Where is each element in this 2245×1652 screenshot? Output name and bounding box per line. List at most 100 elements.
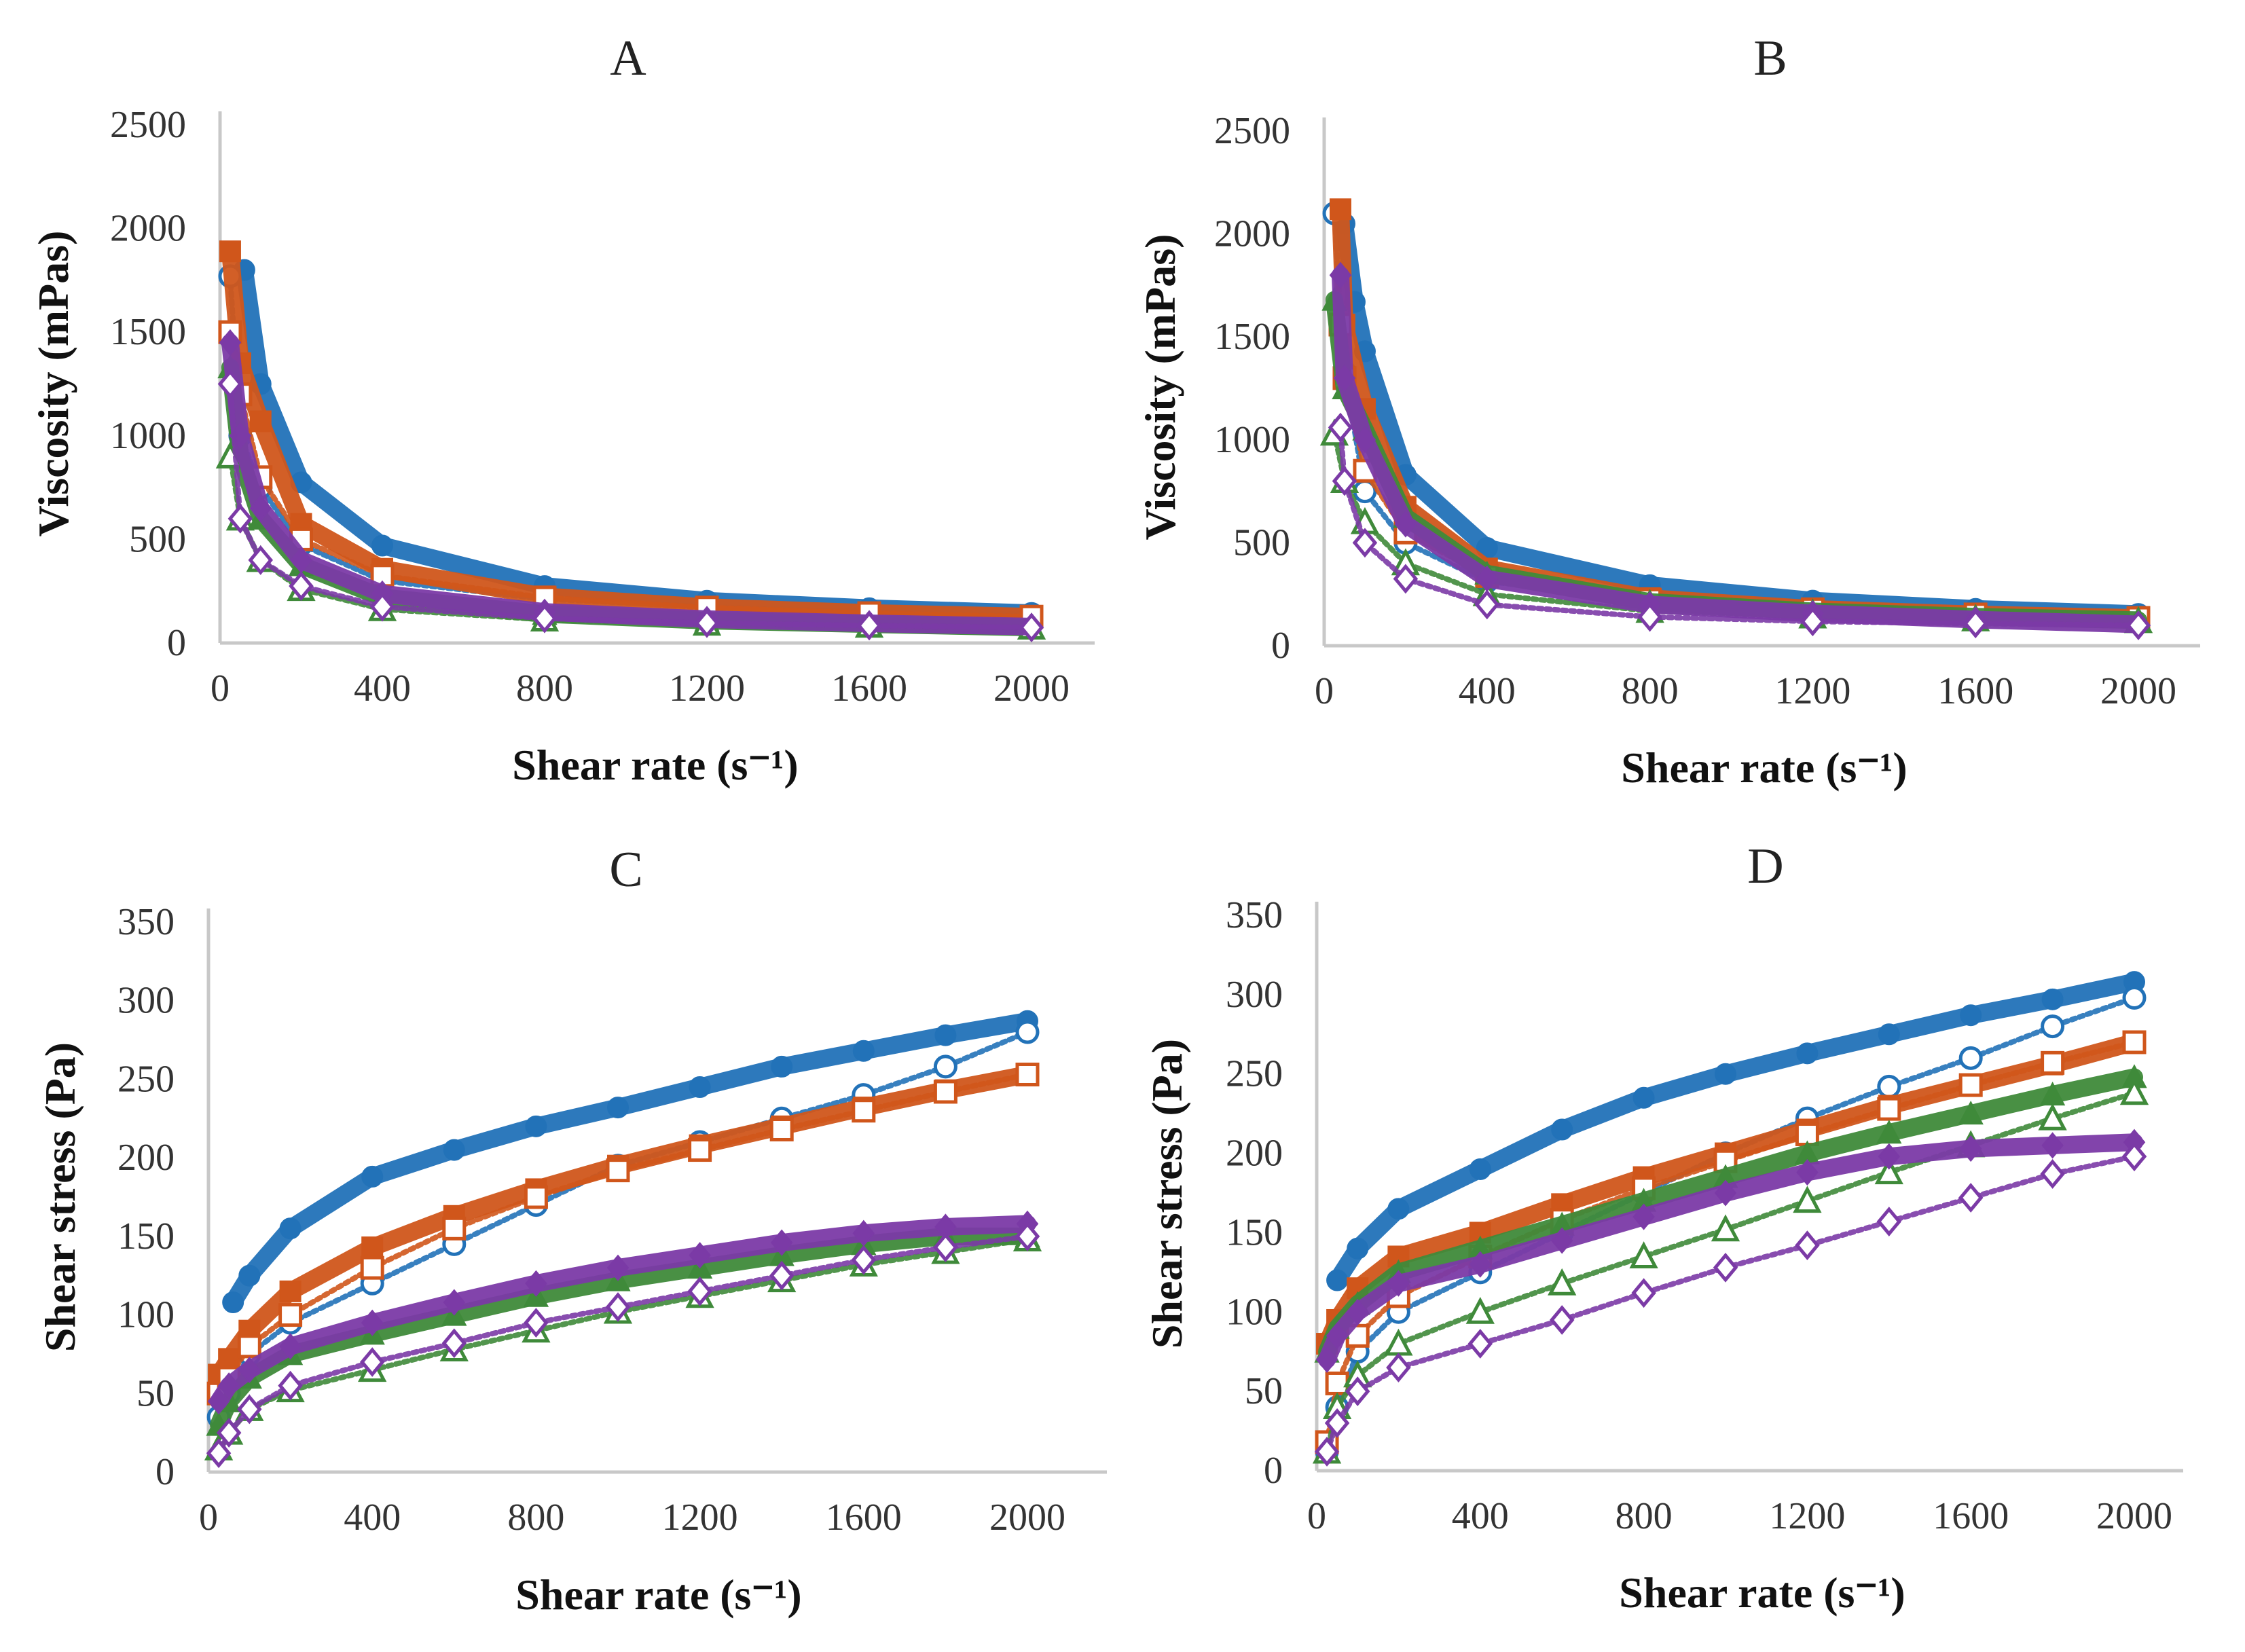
data-point-square	[852, 1099, 876, 1123]
y-tick-label: 250	[117, 1058, 175, 1100]
x-tick-label: 0	[211, 667, 230, 710]
data-point-circle	[1326, 1269, 1349, 1291]
y-tick-label: 100	[117, 1294, 175, 1336]
data-point-diamond	[532, 603, 558, 634]
y-tick-label: 1000	[1214, 419, 1290, 461]
x-tick-label: 0	[1307, 1495, 1326, 1537]
data-point-triangle	[1711, 1214, 1740, 1242]
y-tick-label: 200	[117, 1137, 175, 1179]
data-point-circle	[1387, 1198, 1410, 1220]
panel-title: B	[1753, 31, 1787, 86]
data-point-diamond	[1386, 1353, 1411, 1382]
data-point-diamond	[1328, 412, 1353, 443]
data-point-triangle	[1465, 1296, 1495, 1324]
data-point-diamond	[359, 1347, 385, 1377]
x-tick-label: 400	[1459, 670, 1516, 712]
data-point-diamond	[1326, 1322, 1349, 1349]
y-tick-label: 1000	[110, 415, 186, 457]
data-point-circle	[222, 1291, 244, 1314]
data-point-diamond	[217, 1372, 240, 1399]
data-point-diamond	[441, 1328, 467, 1359]
series-diamond-filled	[1315, 1128, 2146, 1373]
data-point-circle	[525, 1115, 547, 1137]
panel-title: C	[609, 842, 642, 898]
data-point-diamond	[687, 1276, 712, 1306]
data-point-diamond	[1314, 1437, 1340, 1467]
data-point-diamond	[1632, 1203, 1655, 1230]
data-point-diamond	[605, 1292, 631, 1322]
x-tick-label: 1600	[826, 1497, 902, 1539]
data-point-diamond	[1876, 1207, 1902, 1236]
y-tick-label: 2500	[1214, 110, 1290, 152]
data-point-diamond	[1878, 1143, 1901, 1170]
x-tick-label: 1200	[1774, 670, 1850, 712]
y-tick-label: 300	[1226, 974, 1283, 1016]
panel-d: D Shear rate (s⁻¹) Shear stress (Pa) 0 40…	[1143, 839, 2183, 1617]
data-point-diamond	[524, 1308, 549, 1338]
data-point-circle	[2122, 986, 2147, 1010]
data-point-diamond	[770, 1229, 793, 1256]
data-point-diamond	[248, 545, 274, 575]
y-tick-label: 500	[1233, 521, 1290, 564]
data-point-diamond	[1550, 1227, 1573, 1254]
data-point-circle	[1958, 1046, 1983, 1070]
data-point-diamond	[1958, 1183, 1984, 1213]
data-point-square	[606, 1158, 630, 1183]
x-tick-label: 1200	[1769, 1495, 1845, 1537]
x-tick-label: 800	[507, 1497, 564, 1539]
data-point-triangle	[2119, 1078, 2149, 1105]
data-point-diamond	[289, 571, 314, 601]
series-triangle-filled	[1314, 1064, 2147, 1363]
data-point-square	[1958, 1073, 1983, 1097]
data-point-diamond	[207, 1388, 230, 1415]
x-tick-label: 1200	[669, 667, 745, 710]
data-point-diamond	[1637, 602, 1662, 632]
data-point-square	[524, 1185, 548, 1209]
y-axis-label: Viscosity (mPas)	[1136, 234, 1184, 540]
data-point-diamond	[361, 1309, 384, 1336]
y-tick-label: 50	[136, 1372, 175, 1414]
data-point-diamond	[278, 1370, 303, 1401]
data-point-diamond	[1345, 1376, 1370, 1407]
y-tick-label: 150	[1226, 1211, 1283, 1253]
data-point-square	[1329, 198, 1351, 221]
data-point-diamond	[689, 1242, 711, 1269]
series-line	[1331, 266, 2147, 634]
y-tick-label: 250	[1226, 1053, 1283, 1095]
data-point-diamond	[1315, 1346, 1338, 1373]
x-tick-label: 0	[1315, 670, 1334, 712]
y-tick-label: 150	[117, 1215, 175, 1258]
data-point-diamond	[216, 1418, 242, 1448]
panel-title: D	[1747, 839, 1783, 894]
data-point-square	[361, 1236, 384, 1259]
data-point-square	[933, 1080, 957, 1104]
data-point-square	[1325, 1371, 1349, 1395]
x-tick-label: 1600	[1937, 670, 2013, 712]
data-point-diamond	[1015, 1221, 1040, 1251]
y-tick-label: 350	[117, 901, 175, 943]
data-point-diamond	[1352, 528, 1378, 558]
data-point-diamond	[856, 610, 882, 641]
data-point-circle	[607, 1097, 629, 1119]
series-line	[1325, 291, 2147, 629]
data-point-circle	[279, 1217, 302, 1240]
data-point-diamond	[694, 608, 720, 638]
data-point-diamond	[1714, 1179, 1737, 1207]
data-point-diamond	[219, 329, 242, 356]
data-point-diamond	[206, 1438, 232, 1469]
data-point-square	[688, 1138, 712, 1162]
y-tick-label: 0	[1271, 625, 1290, 667]
data-point-square	[1877, 1097, 1901, 1121]
panel-c: C Shear rate (s⁻¹) Shear stress (Pa) 0 40…	[36, 842, 1107, 1619]
y-tick-label: 2500	[110, 104, 186, 146]
data-point-diamond	[769, 1260, 795, 1291]
data-point-circle	[2041, 988, 2064, 1010]
y-tick-label: 200	[1226, 1133, 1283, 1175]
y-tick-label: 0	[1264, 1450, 1283, 1492]
series-diamond-open	[1328, 412, 2151, 640]
data-point-diamond	[2121, 1141, 2147, 1172]
data-point-square	[442, 1216, 467, 1241]
x-axis-label: Shear rate (s⁻¹)	[1621, 744, 1907, 792]
data-point-square	[2041, 1050, 2065, 1075]
